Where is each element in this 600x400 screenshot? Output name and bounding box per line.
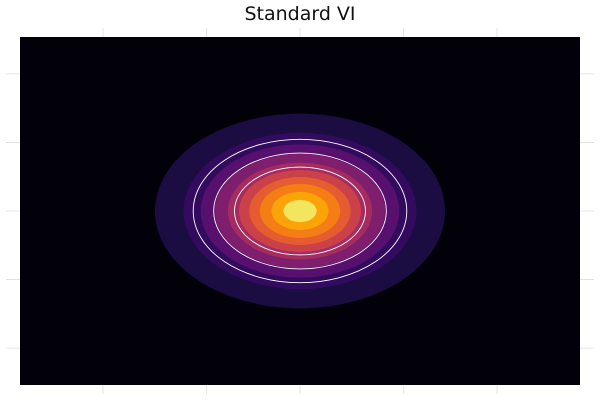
contour-lines	[192, 138, 408, 284]
contour-line-2	[234, 166, 366, 256]
contour-fill-9	[283, 199, 317, 223]
contour-line-1	[213, 152, 387, 270]
chart-title: Standard VI	[244, 3, 355, 25]
filled-contours	[154, 113, 446, 309]
contour-line-0	[192, 138, 408, 284]
